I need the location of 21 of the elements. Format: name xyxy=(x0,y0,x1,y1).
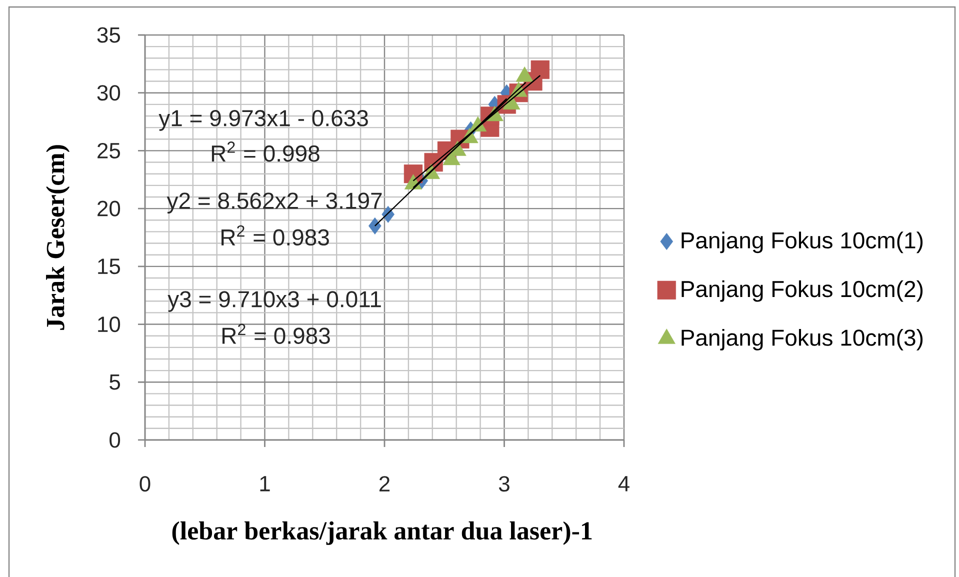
y-tick-label: 0 xyxy=(110,432,120,448)
y-tick-label: 5 xyxy=(110,374,120,390)
x-axis-title: (lebar berkas/jarak antar dua laser)-1 xyxy=(172,521,592,545)
legend-label: Panjang Fokus 10cm(1) xyxy=(682,232,923,254)
y-tick-label: 15 xyxy=(98,258,120,274)
x-tick-label: 0 xyxy=(140,476,150,492)
x-tick-label: 4 xyxy=(618,476,630,492)
x-tick-label: 2 xyxy=(379,476,390,492)
legend-label: Panjang Fokus 10cm(3) xyxy=(682,328,923,350)
x-tick-label: 3 xyxy=(498,476,510,492)
legend-label: Panjang Fokus 10cm(2) xyxy=(682,280,923,302)
y-tick-label: 30 xyxy=(97,85,120,101)
y-tick-label: 10 xyxy=(98,316,120,332)
y-tick-label: 35 xyxy=(97,27,120,43)
annotation: y3 = 9.710x3 + 0.011 xyxy=(168,291,381,312)
annotation: R$^{2}$ = 0.983 xyxy=(222,324,330,344)
y-tick-label: 25 xyxy=(98,142,120,158)
x-tick-label: 1 xyxy=(260,476,270,492)
y-axis-title: Jarak Geser(cm) xyxy=(46,145,70,330)
y-tick-label: 20 xyxy=(98,200,120,216)
annotation: y1 = 9.973x1 - 0.633 xyxy=(158,110,368,131)
